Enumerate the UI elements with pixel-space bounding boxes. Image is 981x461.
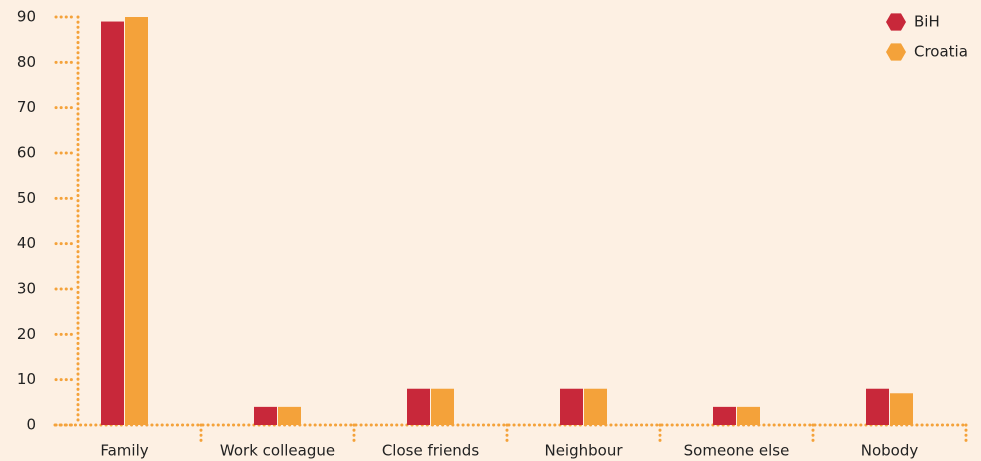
bar <box>125 17 148 425</box>
y-tick-label: 70 <box>17 98 36 116</box>
bar <box>278 406 301 425</box>
legend-swatch <box>886 43 906 61</box>
bar <box>431 388 454 425</box>
y-tick-label: 50 <box>17 189 36 207</box>
legend-label: Croatia <box>914 43 968 61</box>
legend-swatch <box>886 13 906 31</box>
legend-label: BiH <box>914 13 940 31</box>
x-tick-label: Someone else <box>684 442 790 460</box>
x-tick-label: Neighbour <box>544 442 623 460</box>
x-tick-label: Work colleague <box>220 442 335 460</box>
y-tick-label: 40 <box>17 234 36 252</box>
bar <box>254 406 277 425</box>
y-tick-label: 90 <box>17 8 36 26</box>
bar <box>407 388 430 425</box>
y-tick-label: 0 <box>26 416 36 434</box>
bar <box>890 393 913 425</box>
bar <box>584 388 607 425</box>
bar <box>560 388 583 425</box>
x-tick-label: Family <box>100 442 148 460</box>
y-tick-label: 10 <box>17 370 36 388</box>
bar <box>713 406 736 425</box>
y-tick-label: 80 <box>17 53 36 71</box>
bar <box>866 388 889 425</box>
y-tick-label: 30 <box>17 280 36 298</box>
y-tick-label: 20 <box>17 325 36 343</box>
x-tick-label: Close friends <box>382 442 480 460</box>
bar <box>101 21 124 426</box>
x-tick-label: Nobody <box>861 442 919 460</box>
bar <box>737 406 760 425</box>
y-tick-label: 60 <box>17 144 36 162</box>
